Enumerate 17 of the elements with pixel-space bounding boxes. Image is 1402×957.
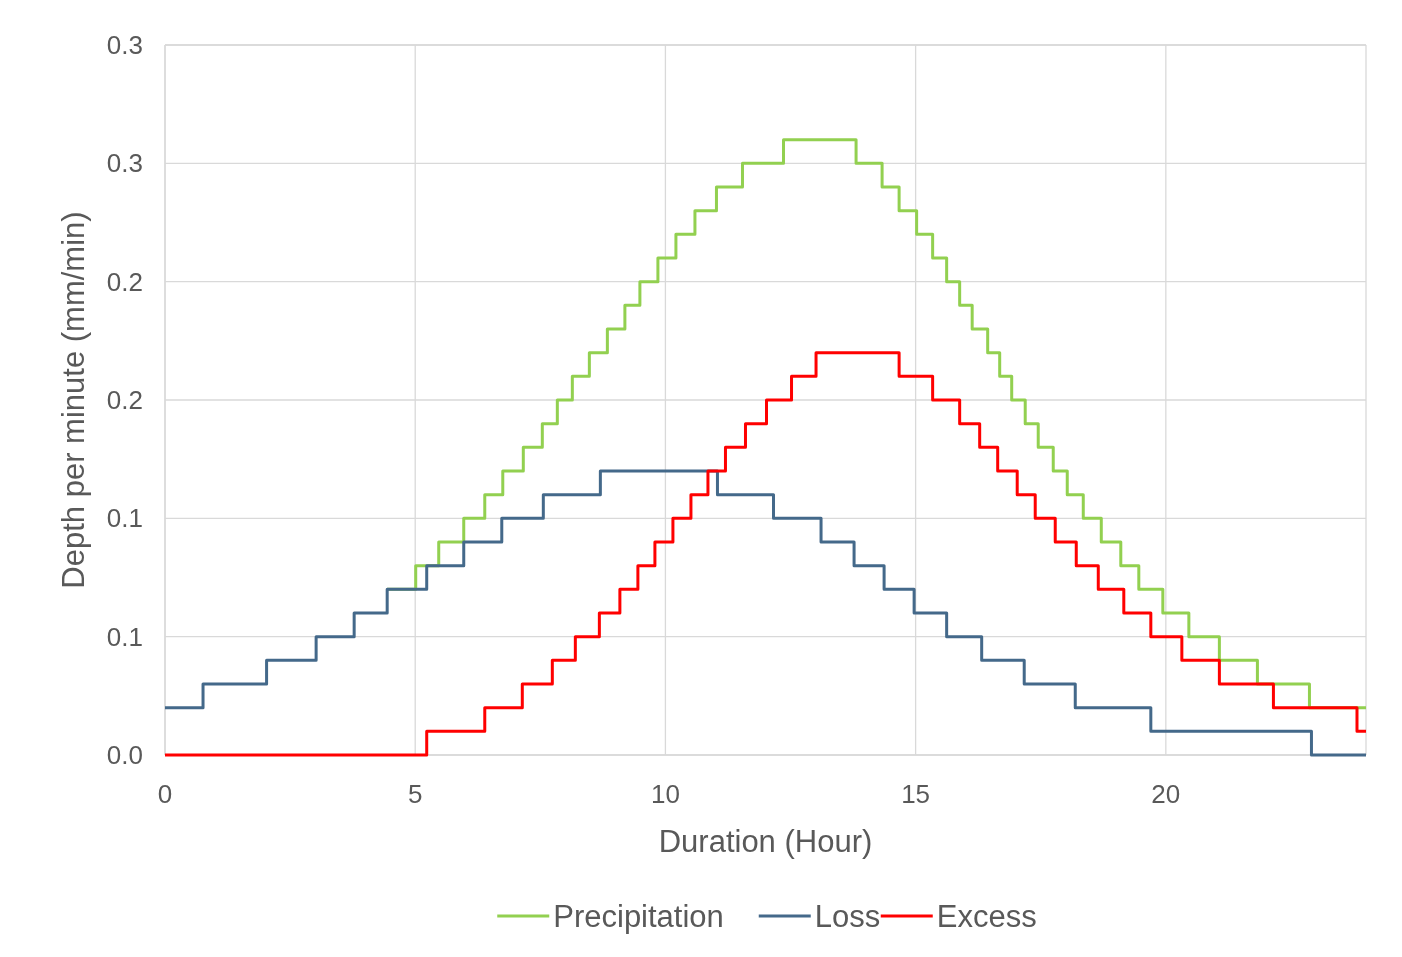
y-tick-label: 0.3 bbox=[106, 148, 143, 179]
x-tick-label: 5 bbox=[407, 779, 423, 809]
x-tick-label: 20 bbox=[1151, 779, 1181, 809]
y-axis-title: Depth per minute (mm/min) bbox=[56, 211, 91, 589]
legend-label: Loss bbox=[814, 898, 881, 934]
legend-label: Excess bbox=[936, 898, 1037, 934]
y-tick-label: 0.1 bbox=[106, 621, 143, 652]
y-tick-label: 0.2 bbox=[106, 385, 143, 416]
x-tick-label: 15 bbox=[901, 779, 931, 809]
y-tick-label: 0.0 bbox=[106, 740, 143, 771]
legend-label: Precipitation bbox=[553, 898, 724, 934]
y-tick-label: 0.3 bbox=[106, 30, 143, 61]
x-tick-label: 10 bbox=[650, 779, 680, 809]
y-tick-label: 0.1 bbox=[106, 503, 143, 534]
x-tick-label: 0 bbox=[157, 779, 173, 809]
y-tick-label: 0.2 bbox=[106, 266, 143, 297]
x-axis-title: Duration (Hour) bbox=[658, 824, 873, 859]
